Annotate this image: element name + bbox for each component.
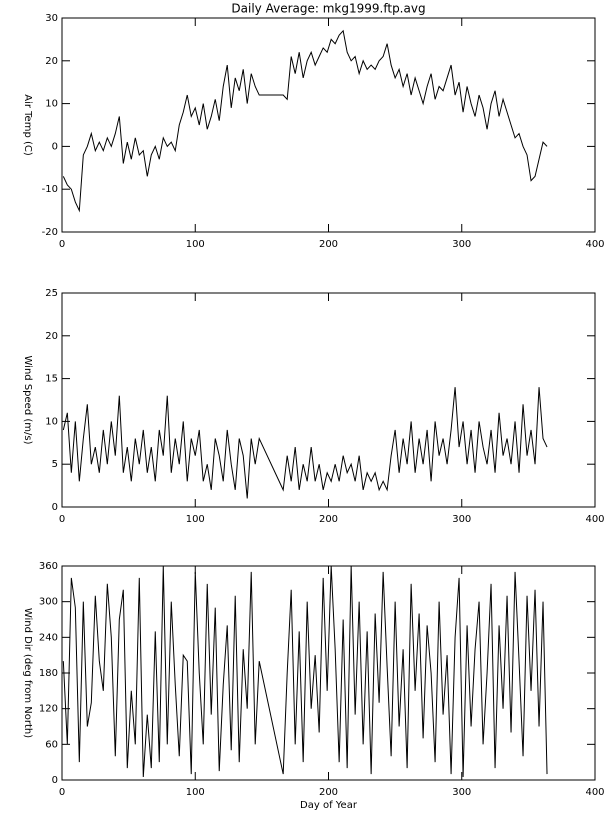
x-tick-label: 100 [186,787,205,798]
x-tick-label: 200 [319,239,338,250]
y-axis-label: Wind Dir (deg from North) [22,608,33,738]
y-tick-label: -10 [42,184,58,195]
y-tick-label: 300 [39,597,58,608]
y-tick-label: 25 [45,288,58,299]
y-tick-label: 20 [45,331,58,342]
x-tick-label: 0 [59,787,65,798]
x-tick-label: 300 [452,514,471,525]
x-tick-label: 100 [186,514,205,525]
y-tick-label: 20 [45,56,58,67]
y-tick-label: -20 [42,227,58,238]
y-axis-label: Wind Speed (m/s) [22,356,33,445]
x-tick-label: 100 [186,239,205,250]
y-tick-label: 0 [52,141,58,152]
x-tick-label: 400 [585,514,604,525]
x-tick-label: 300 [452,239,471,250]
y-tick-label: 15 [45,374,58,385]
plot-frame [61,17,596,233]
y-tick-label: 0 [52,502,58,513]
x-tick-label: 400 [585,239,604,250]
x-tick-label: 0 [59,514,65,525]
y-tick-label: 5 [52,459,58,470]
chart-title: Daily Average: mkg1999.ftp.avg [231,2,425,16]
y-tick-label: 0 [52,775,58,786]
y-tick-label: 10 [45,99,58,110]
x-tick-label: 400 [585,787,604,798]
y-tick-label: 180 [39,668,58,679]
data-line [62,565,548,778]
x-tick-label: 300 [452,787,471,798]
y-axis-label: Air Temp (C) [22,94,33,156]
y-tick-label: 30 [45,13,58,24]
x-axis-label: Day of Year [300,800,358,811]
data-line [62,29,548,213]
y-tick-label: 360 [39,561,58,572]
y-tick-label: 240 [39,632,58,643]
y-tick-label: 10 [45,416,58,427]
y-tick-label: 60 [45,739,58,750]
x-tick-label: 0 [59,239,65,250]
x-tick-label: 200 [319,514,338,525]
x-tick-label: 200 [319,787,338,798]
data-line [62,387,548,499]
plot-frame [61,565,596,781]
y-tick-label: 120 [39,704,58,715]
